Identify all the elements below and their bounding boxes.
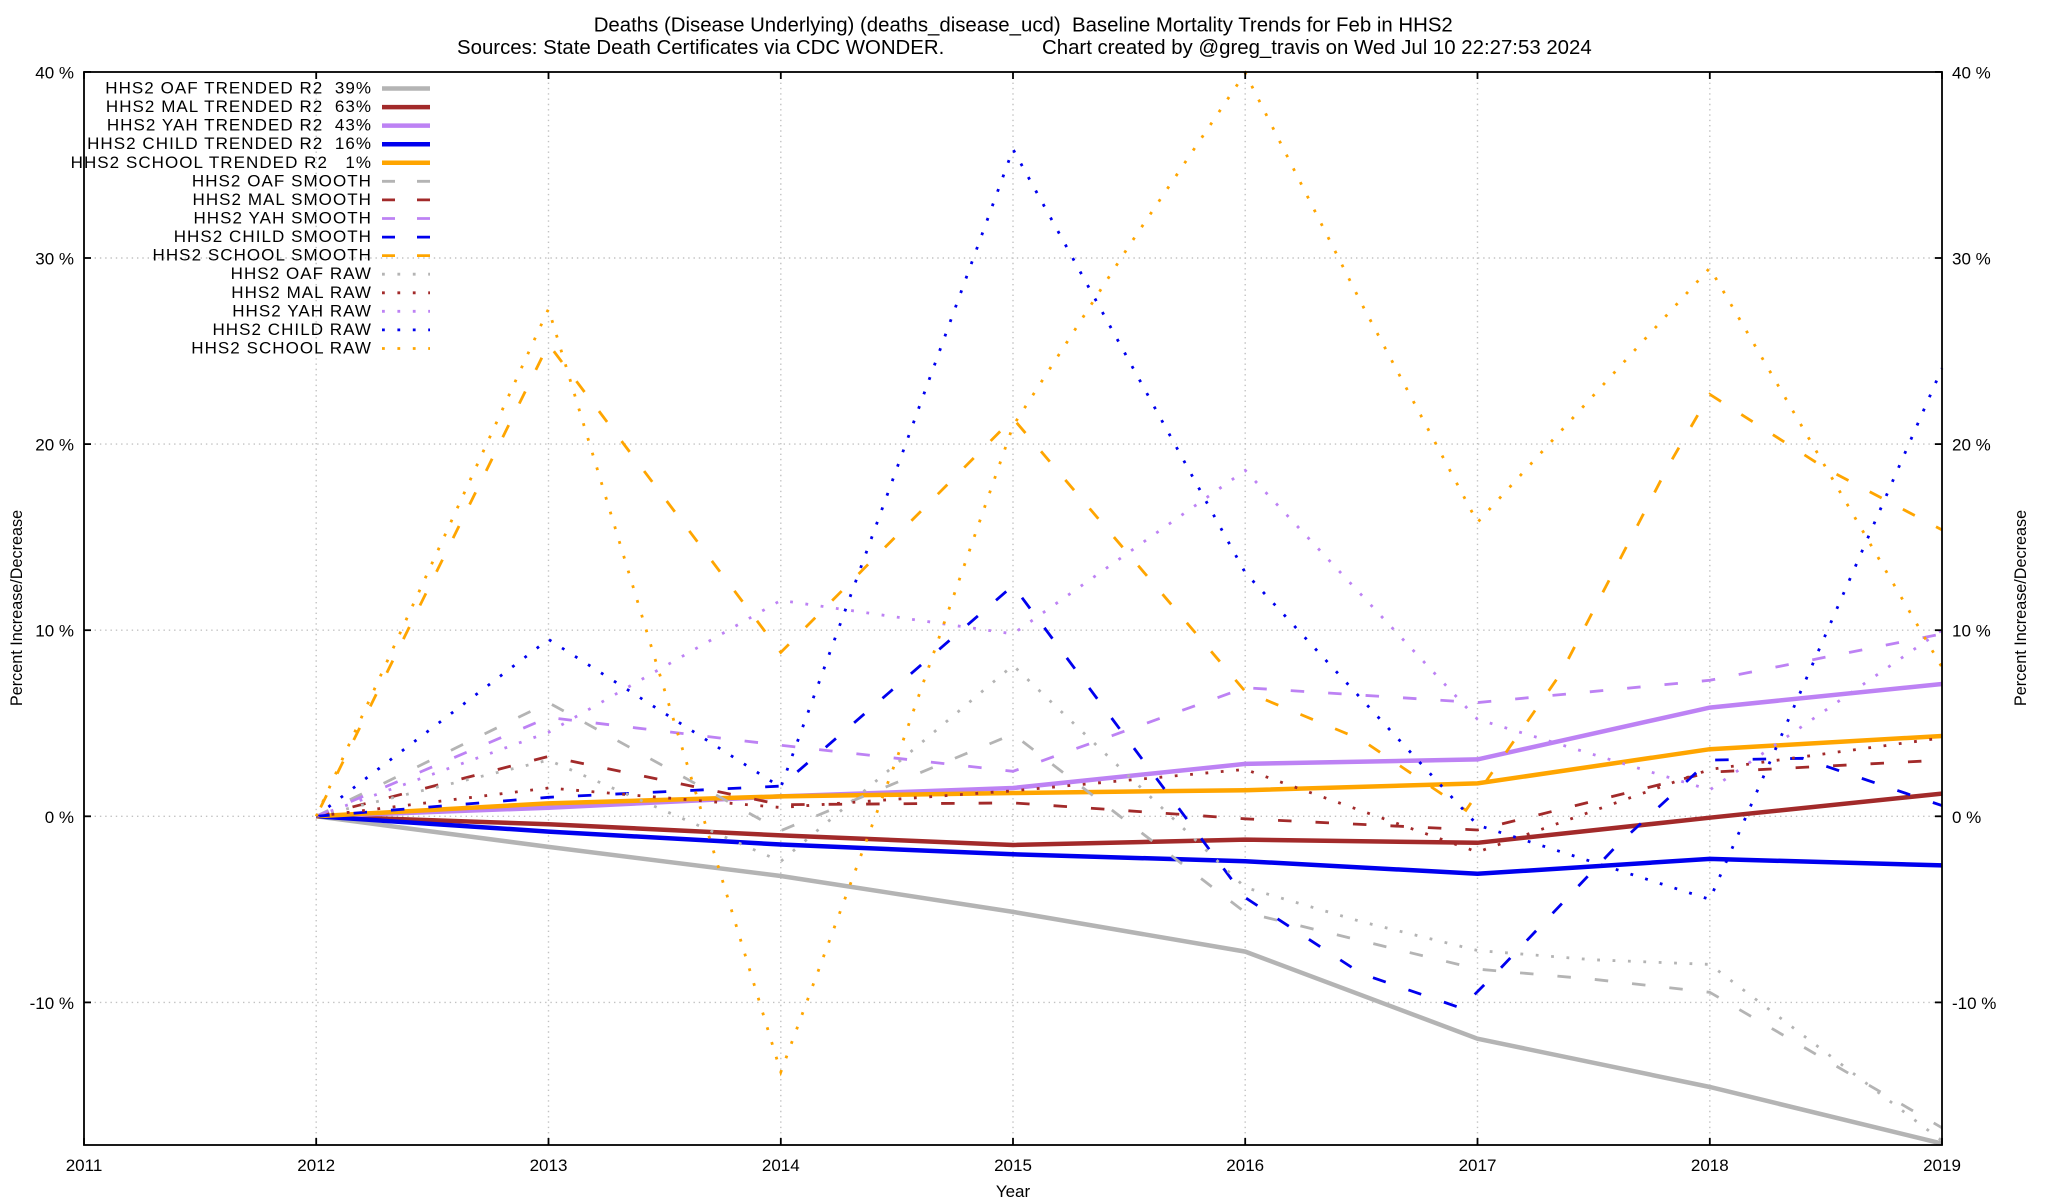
svg-text:10 %: 10 %	[35, 622, 74, 641]
svg-text:2017: 2017	[1459, 1156, 1497, 1175]
svg-text:0 %: 0 %	[1952, 808, 1981, 827]
svg-text:2016: 2016	[1226, 1156, 1264, 1175]
svg-text:HHS2 MAL RAW: HHS2 MAL RAW	[231, 283, 372, 302]
svg-text:Sources: State Death Certifica: Sources: State Death Certificates via CD…	[457, 37, 944, 59]
svg-text:HHS2 YAH RAW: HHS2 YAH RAW	[232, 301, 372, 320]
svg-text:Percent Increase/Decrease: Percent Increase/Decrease	[2012, 510, 2030, 706]
svg-text:2012: 2012	[297, 1156, 335, 1175]
svg-text:HHS2 OAF TRENDED R2 39%: HHS2 OAF TRENDED R2 39%	[105, 79, 372, 98]
svg-text:20 %: 20 %	[35, 436, 74, 455]
svg-text:Chart created by @greg_travis: Chart created by @greg_travis on Wed Jul…	[1042, 37, 1592, 59]
svg-text:HHS2 SCHOOL TRENDED R2 1%: HHS2 SCHOOL TRENDED R2 1%	[71, 153, 372, 172]
svg-text:HHS2 SCHOOL SMOOTH: HHS2 SCHOOL SMOOTH	[153, 246, 372, 265]
svg-text:0 %: 0 %	[45, 808, 74, 827]
svg-text:HHS2 MAL TRENDED R2 63%: HHS2 MAL TRENDED R2 63%	[106, 97, 372, 116]
svg-text:20 %: 20 %	[1952, 436, 1991, 455]
svg-text:Deaths (Disease Underlying) (d: Deaths (Disease Underlying) (deaths_dise…	[594, 15, 1453, 37]
svg-text:-10 %: -10 %	[1952, 994, 1996, 1013]
svg-text:2011: 2011	[66, 1156, 103, 1175]
svg-text:HHS2 MAL SMOOTH: HHS2 MAL SMOOTH	[193, 190, 372, 209]
svg-text:40 %: 40 %	[35, 63, 74, 82]
svg-text:HHS2 YAH TRENDED R2 43%: HHS2 YAH TRENDED R2 43%	[107, 116, 372, 135]
svg-text:2019: 2019	[1923, 1156, 1961, 1175]
svg-text:30 %: 30 %	[1952, 250, 1991, 269]
svg-text:HHS2 CHILD RAW: HHS2 CHILD RAW	[212, 320, 372, 339]
svg-text:HHS2 YAH SMOOTH: HHS2 YAH SMOOTH	[193, 209, 372, 228]
svg-text:30 %: 30 %	[35, 250, 74, 269]
svg-text:HHS2 SCHOOL RAW: HHS2 SCHOOL RAW	[191, 339, 372, 358]
svg-text:HHS2 CHILD TRENDED R2 16%: HHS2 CHILD TRENDED R2 16%	[87, 134, 372, 153]
svg-text:HHS2 OAF RAW: HHS2 OAF RAW	[231, 264, 372, 283]
svg-text:HHS2 OAF SMOOTH: HHS2 OAF SMOOTH	[192, 171, 372, 190]
svg-text:10 %: 10 %	[1952, 622, 1991, 641]
svg-text:2014: 2014	[762, 1156, 800, 1175]
svg-text:2018: 2018	[1691, 1156, 1729, 1175]
svg-text:2013: 2013	[530, 1156, 568, 1175]
svg-text:2015: 2015	[994, 1156, 1032, 1175]
svg-text:Year: Year	[996, 1182, 1031, 1200]
svg-text:HHS2 CHILD SMOOTH: HHS2 CHILD SMOOTH	[174, 227, 372, 246]
svg-text:-10 %: -10 %	[30, 994, 74, 1013]
svg-text:Percent Increase/Decrease: Percent Increase/Decrease	[8, 510, 26, 706]
svg-text:40 %: 40 %	[1952, 63, 1991, 82]
